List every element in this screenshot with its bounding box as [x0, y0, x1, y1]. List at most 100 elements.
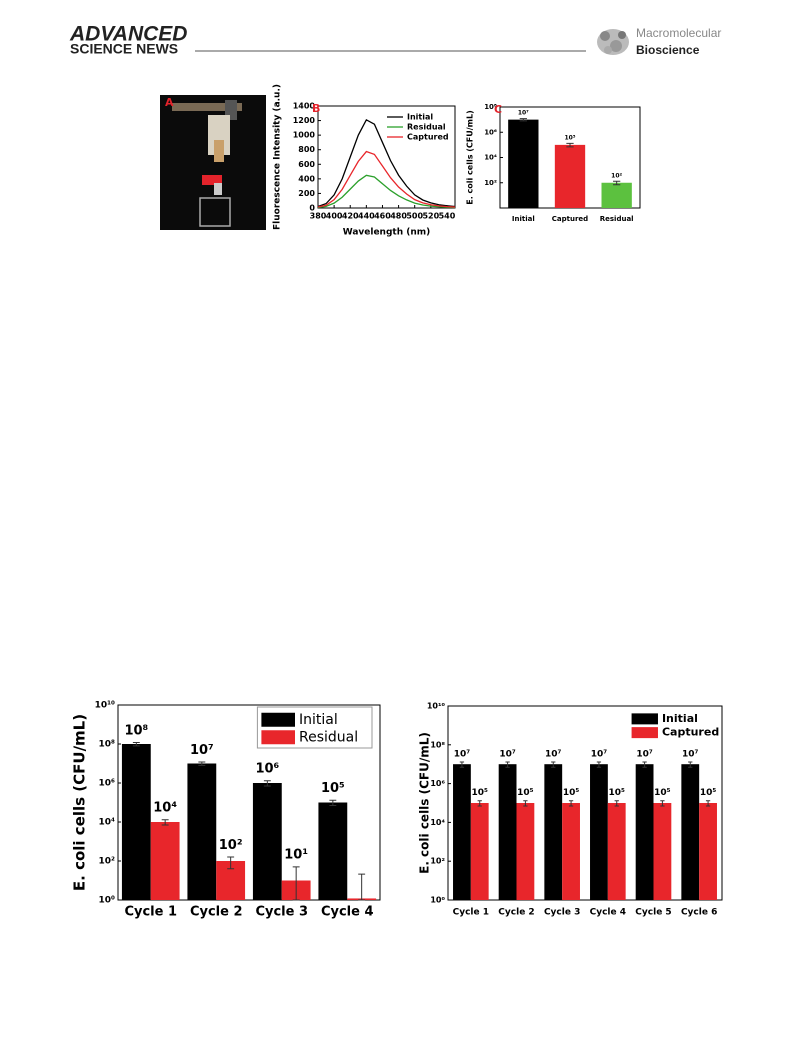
error-bar	[459, 761, 465, 768]
error-bar	[596, 761, 602, 768]
x-tick-label: 380	[310, 212, 327, 221]
value-label: 10⁵	[609, 788, 626, 798]
error-bar	[523, 800, 528, 807]
y-tick-label: 10⁰	[99, 896, 116, 906]
error-bar	[613, 180, 621, 186]
bar	[681, 764, 700, 900]
y-tick-label: 1400	[293, 102, 316, 111]
legend-label: Initial	[662, 712, 698, 725]
value-label: 10²	[611, 172, 622, 179]
brand-top: ADVANCED	[69, 23, 187, 46]
error-bar	[329, 799, 337, 807]
x-tick-label: 480	[390, 212, 407, 221]
x-tick-label: 440	[358, 212, 375, 221]
x-tick-label: Cycle 1	[453, 908, 489, 918]
legend-label: Residual	[299, 729, 358, 745]
error-bar	[566, 142, 574, 148]
y-tick-label: 10⁸	[99, 740, 116, 750]
x-tick-label: Cycle 1	[124, 905, 177, 920]
plot-frame	[447, 705, 723, 901]
y-axis-label: Fluorescence Intensity (a.u.)	[273, 84, 283, 230]
bar	[150, 822, 180, 900]
error-bar	[551, 761, 556, 768]
bar	[554, 144, 586, 208]
x-tick-label: Cycle 2	[498, 908, 534, 918]
value-label: 10⁵	[563, 788, 580, 798]
x-tick-label: Cycle 4	[590, 908, 626, 918]
legend-swatch	[261, 730, 295, 745]
bar	[699, 803, 717, 900]
y-tick-label: 10⁴	[484, 154, 497, 162]
value-label: 10⁷	[636, 749, 653, 759]
value-label: 10⁷	[682, 749, 699, 759]
bar	[516, 803, 535, 900]
y-tick-label: 10⁴	[99, 818, 116, 828]
y-tick-label: 10²	[484, 179, 497, 187]
error-bar	[614, 800, 619, 807]
error-bar	[477, 800, 482, 807]
x-axis-label: Wavelength (nm)	[343, 228, 431, 238]
plot-frame	[317, 105, 456, 209]
y-tick-label: 10⁴	[430, 818, 445, 827]
error-bar	[198, 761, 206, 766]
bar	[607, 803, 626, 900]
value-label: 10⁷	[545, 749, 562, 759]
error-bar	[227, 856, 235, 870]
brand-bottom: SCIENCE NEWS	[70, 41, 178, 57]
y-tick-label: 10⁶	[99, 779, 116, 789]
error-bar	[642, 761, 647, 768]
journal-bottom: Bioscience	[636, 43, 700, 57]
error-bar	[161, 819, 169, 826]
x-tick-label: 540	[439, 212, 456, 221]
error-bar	[519, 118, 527, 122]
bar	[590, 764, 608, 900]
y-tick-label: 600	[298, 160, 315, 169]
y-tick-label: 10²	[99, 857, 116, 867]
error-bar	[358, 873, 366, 901]
photo-panel: A	[160, 95, 266, 230]
x-tick-label: Cycle 4	[321, 905, 374, 920]
bar	[318, 802, 348, 900]
y-tick-label: 0	[309, 204, 315, 213]
y-tick-label: 800	[298, 145, 315, 154]
bar	[453, 764, 471, 900]
x-tick-label: Residual	[600, 215, 634, 223]
value-label: 10⁷	[499, 749, 516, 759]
value-label: 10⁷	[454, 749, 471, 759]
x-tick-label: 400	[326, 212, 343, 221]
bar	[121, 744, 151, 900]
value-label: 10¹	[284, 848, 308, 863]
y-tick-label: 400	[298, 174, 315, 183]
error-bar	[705, 800, 711, 807]
error-bar	[505, 761, 510, 768]
value-label: 10⁷	[518, 110, 529, 117]
value-label: 10⁵	[517, 788, 534, 798]
value-label: 10⁵	[700, 788, 717, 798]
y-tick-label: 10¹⁰	[95, 701, 115, 711]
bar	[508, 119, 539, 208]
bar	[635, 764, 654, 900]
x-tick-label: Cycle 5	[635, 908, 671, 918]
x-tick-label: 460	[374, 212, 391, 221]
value-label: 10⁵	[654, 788, 671, 798]
bar	[498, 764, 517, 900]
x-tick-label: 420	[342, 212, 359, 221]
legend-swatch	[631, 713, 658, 725]
error-bar	[132, 741, 140, 747]
panel-label: B	[312, 102, 320, 115]
y-axis-label: E. coli cells (CFU/mL)	[71, 714, 89, 891]
bar	[562, 803, 580, 900]
bar	[470, 803, 489, 900]
legend-label: Captured	[662, 726, 719, 739]
line-series	[317, 174, 456, 209]
legend-label: Initial	[407, 113, 433, 122]
value-label: 10²	[219, 838, 243, 853]
line-series	[317, 150, 456, 208]
journal-logo	[597, 29, 629, 55]
x-tick-label: Initial	[512, 215, 535, 223]
value-label: 10⁶	[255, 762, 279, 777]
y-tick-label: 1000	[293, 131, 316, 140]
bar	[601, 182, 632, 208]
